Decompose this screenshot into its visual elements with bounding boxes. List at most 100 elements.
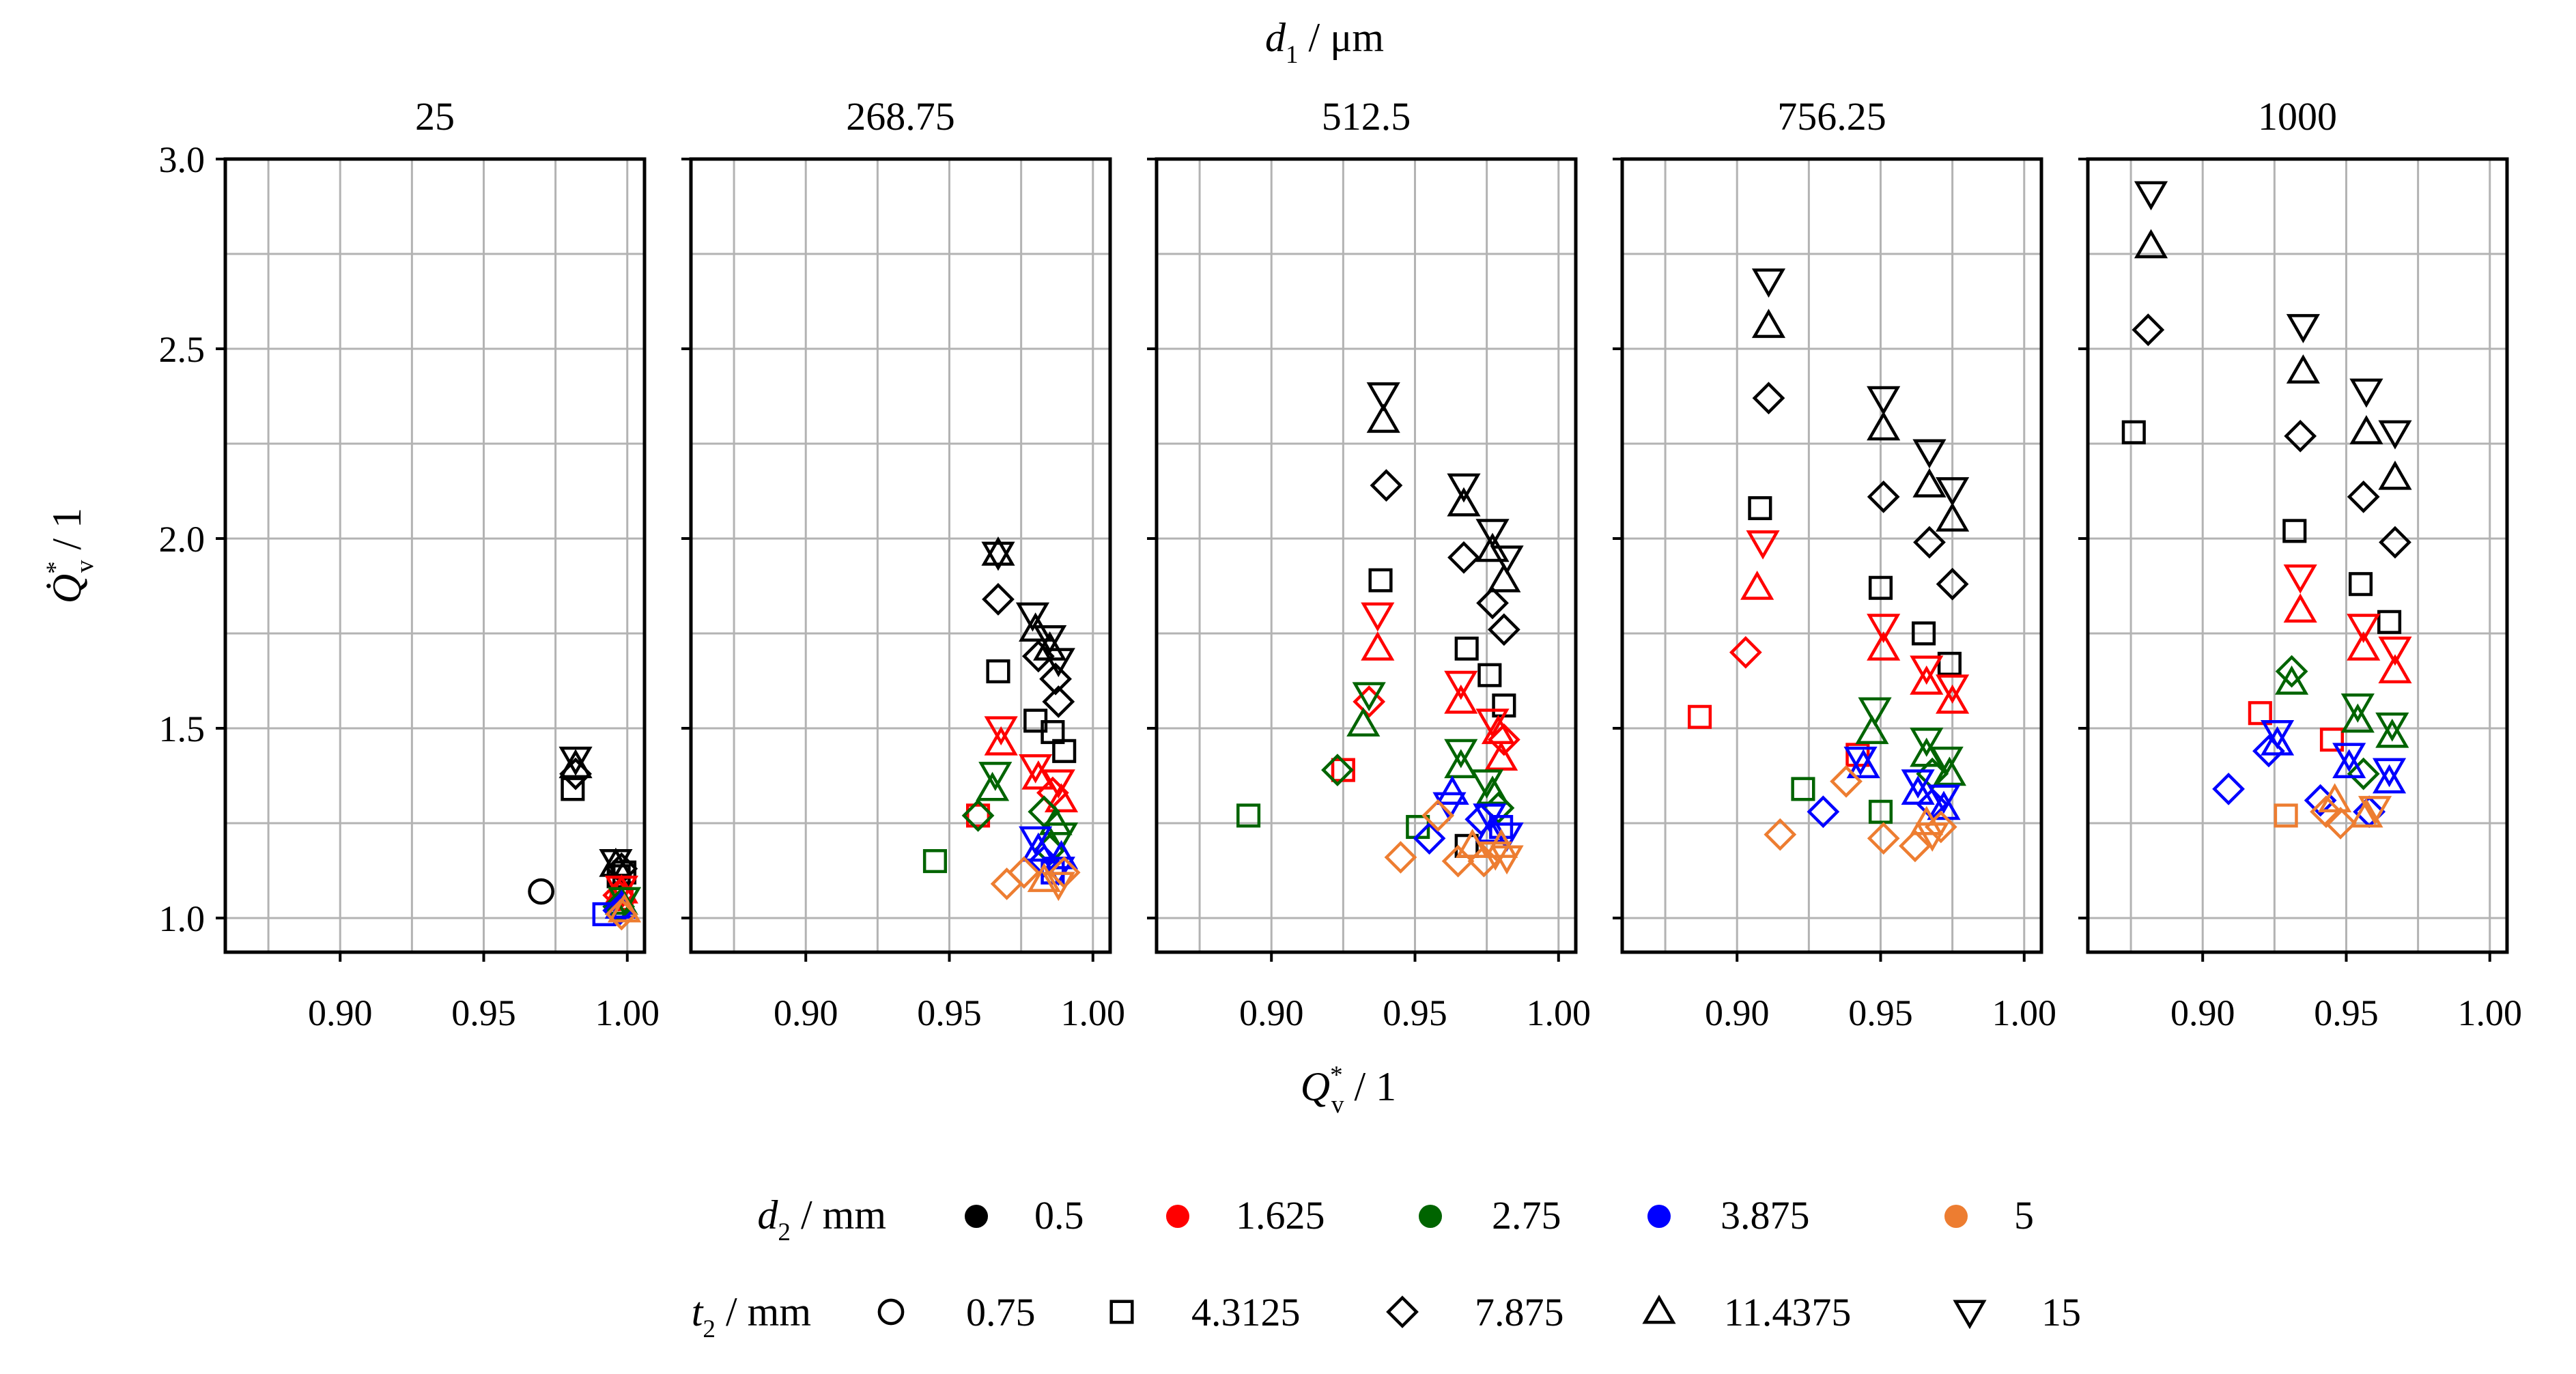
- data-point: [2282, 519, 2307, 543]
- data-point: [1729, 635, 1762, 669]
- data-point: [1936, 477, 1970, 506]
- data-point: [1482, 791, 1515, 825]
- data-point: [1044, 840, 1079, 870]
- data-point: [1912, 439, 1947, 469]
- data-point: [2275, 655, 2308, 688]
- x-tick-label: 1.00: [1527, 992, 1591, 1033]
- data-points: [1687, 268, 1970, 863]
- data-point: [1936, 684, 1970, 714]
- data-point: [2132, 313, 2165, 347]
- data-point: [1475, 519, 1510, 549]
- data-point: [1487, 562, 1521, 592]
- data-point: [1444, 684, 1478, 714]
- data-point: [1447, 473, 1481, 503]
- data-point: [1740, 571, 1774, 600]
- data-point: [2134, 181, 2168, 211]
- legend-marker: [1386, 1296, 1419, 1328]
- legend-entry: 1.625: [1166, 1193, 1325, 1237]
- legend-entry: 0.75: [877, 1290, 1036, 1334]
- data-point: [2212, 773, 2245, 805]
- legend-label: 3.875: [1721, 1193, 1810, 1237]
- data-point: [978, 762, 1013, 791]
- legend-label: 11.4375: [1724, 1290, 1851, 1334]
- data-point: [1936, 567, 1969, 601]
- data-point: [1764, 818, 1797, 851]
- panel-title: 25: [415, 94, 455, 139]
- data-point: [1687, 704, 1712, 729]
- data-point: [2310, 795, 2343, 829]
- legend-marker: [1419, 1205, 1442, 1228]
- x-tick-label: 0.95: [1383, 992, 1447, 1033]
- panel-3: 512.5 0.90 0.95 1.00: [1147, 94, 1591, 1033]
- x-tick-label: 0.95: [451, 992, 516, 1033]
- data-point: [1868, 799, 1893, 824]
- data-point: [2121, 420, 2146, 444]
- data-point: [528, 878, 554, 905]
- y-tick-label: 2.5: [159, 329, 206, 370]
- data-point: [2372, 764, 2407, 794]
- data-point: [1047, 856, 1081, 889]
- data-point: [558, 746, 593, 776]
- data-point: [981, 541, 1015, 571]
- data-point: [2378, 460, 2412, 490]
- panel-title: 512.5: [1322, 94, 1411, 139]
- legend-label: 0.5: [1034, 1193, 1084, 1237]
- data-point: [1751, 268, 1786, 298]
- data-point: [1368, 568, 1393, 592]
- legend-marker: [1166, 1205, 1189, 1228]
- data-point: [1447, 487, 1481, 517]
- legend-entry: 7.875: [1386, 1290, 1564, 1334]
- data-point: [1936, 502, 1970, 532]
- data-point: [2332, 743, 2366, 773]
- data-point: [1791, 777, 1815, 801]
- data-point: [1041, 769, 1075, 799]
- legend-marker-title: t2 / mm: [692, 1289, 811, 1343]
- grid-lines: [1157, 159, 1576, 952]
- data-point: [2319, 728, 2345, 752]
- data-point: [1444, 670, 1478, 700]
- data-point: [981, 536, 1015, 566]
- panel-frame: [689, 157, 1112, 954]
- data-point: [1846, 749, 1880, 779]
- data-point: [984, 716, 1018, 746]
- data-point: [2372, 758, 2407, 788]
- data-point: [1899, 829, 1931, 863]
- data-point: [1484, 741, 1518, 771]
- data-point: [2284, 419, 2317, 453]
- grid-lines: [691, 159, 1110, 952]
- data-point: [1484, 829, 1518, 858]
- data-point: [2347, 614, 2381, 644]
- data-point: [1927, 784, 1961, 814]
- data-points: [2121, 181, 2412, 840]
- data-point: [961, 799, 995, 832]
- data-point: [2248, 701, 2272, 726]
- data-point: [1490, 845, 1524, 875]
- data-point: [2375, 718, 2409, 748]
- x-tick-label: 1.00: [1992, 992, 2057, 1033]
- data-points: [922, 536, 1081, 902]
- axis-labels: d1 / μm Q* v / 1 Q̇*v / 1: [42, 15, 1396, 1119]
- data-point: [1044, 822, 1079, 852]
- data-point: [2349, 798, 2383, 828]
- data-point: [1901, 769, 1935, 799]
- data-point: [1476, 586, 1509, 620]
- x-tick-label: 0.90: [1705, 992, 1770, 1033]
- data-point: [2340, 703, 2375, 733]
- data-point: [1936, 674, 1970, 704]
- legend-color-title: d2 / mm: [757, 1192, 886, 1246]
- data-point: [2283, 564, 2317, 594]
- legend-label: 7.875: [1475, 1290, 1564, 1334]
- panel-frame: [1620, 157, 2043, 954]
- data-point: [1464, 803, 1498, 836]
- data-point: [1027, 863, 1061, 892]
- data-point: [1475, 775, 1510, 805]
- legend-label: 4.3125: [1191, 1290, 1301, 1334]
- y-tick-label: 1.0: [159, 898, 206, 939]
- legend-label: 1.625: [1236, 1193, 1325, 1237]
- x-tick-label: 0.90: [774, 992, 838, 1033]
- legend-label: 15: [2041, 1290, 2081, 1334]
- x-tick-label: 1.00: [2458, 992, 2523, 1033]
- panel-2: 268.75 0.90 0.95 1.00: [681, 94, 1125, 1033]
- data-point: [2349, 378, 2383, 408]
- data-point: [1912, 621, 1936, 646]
